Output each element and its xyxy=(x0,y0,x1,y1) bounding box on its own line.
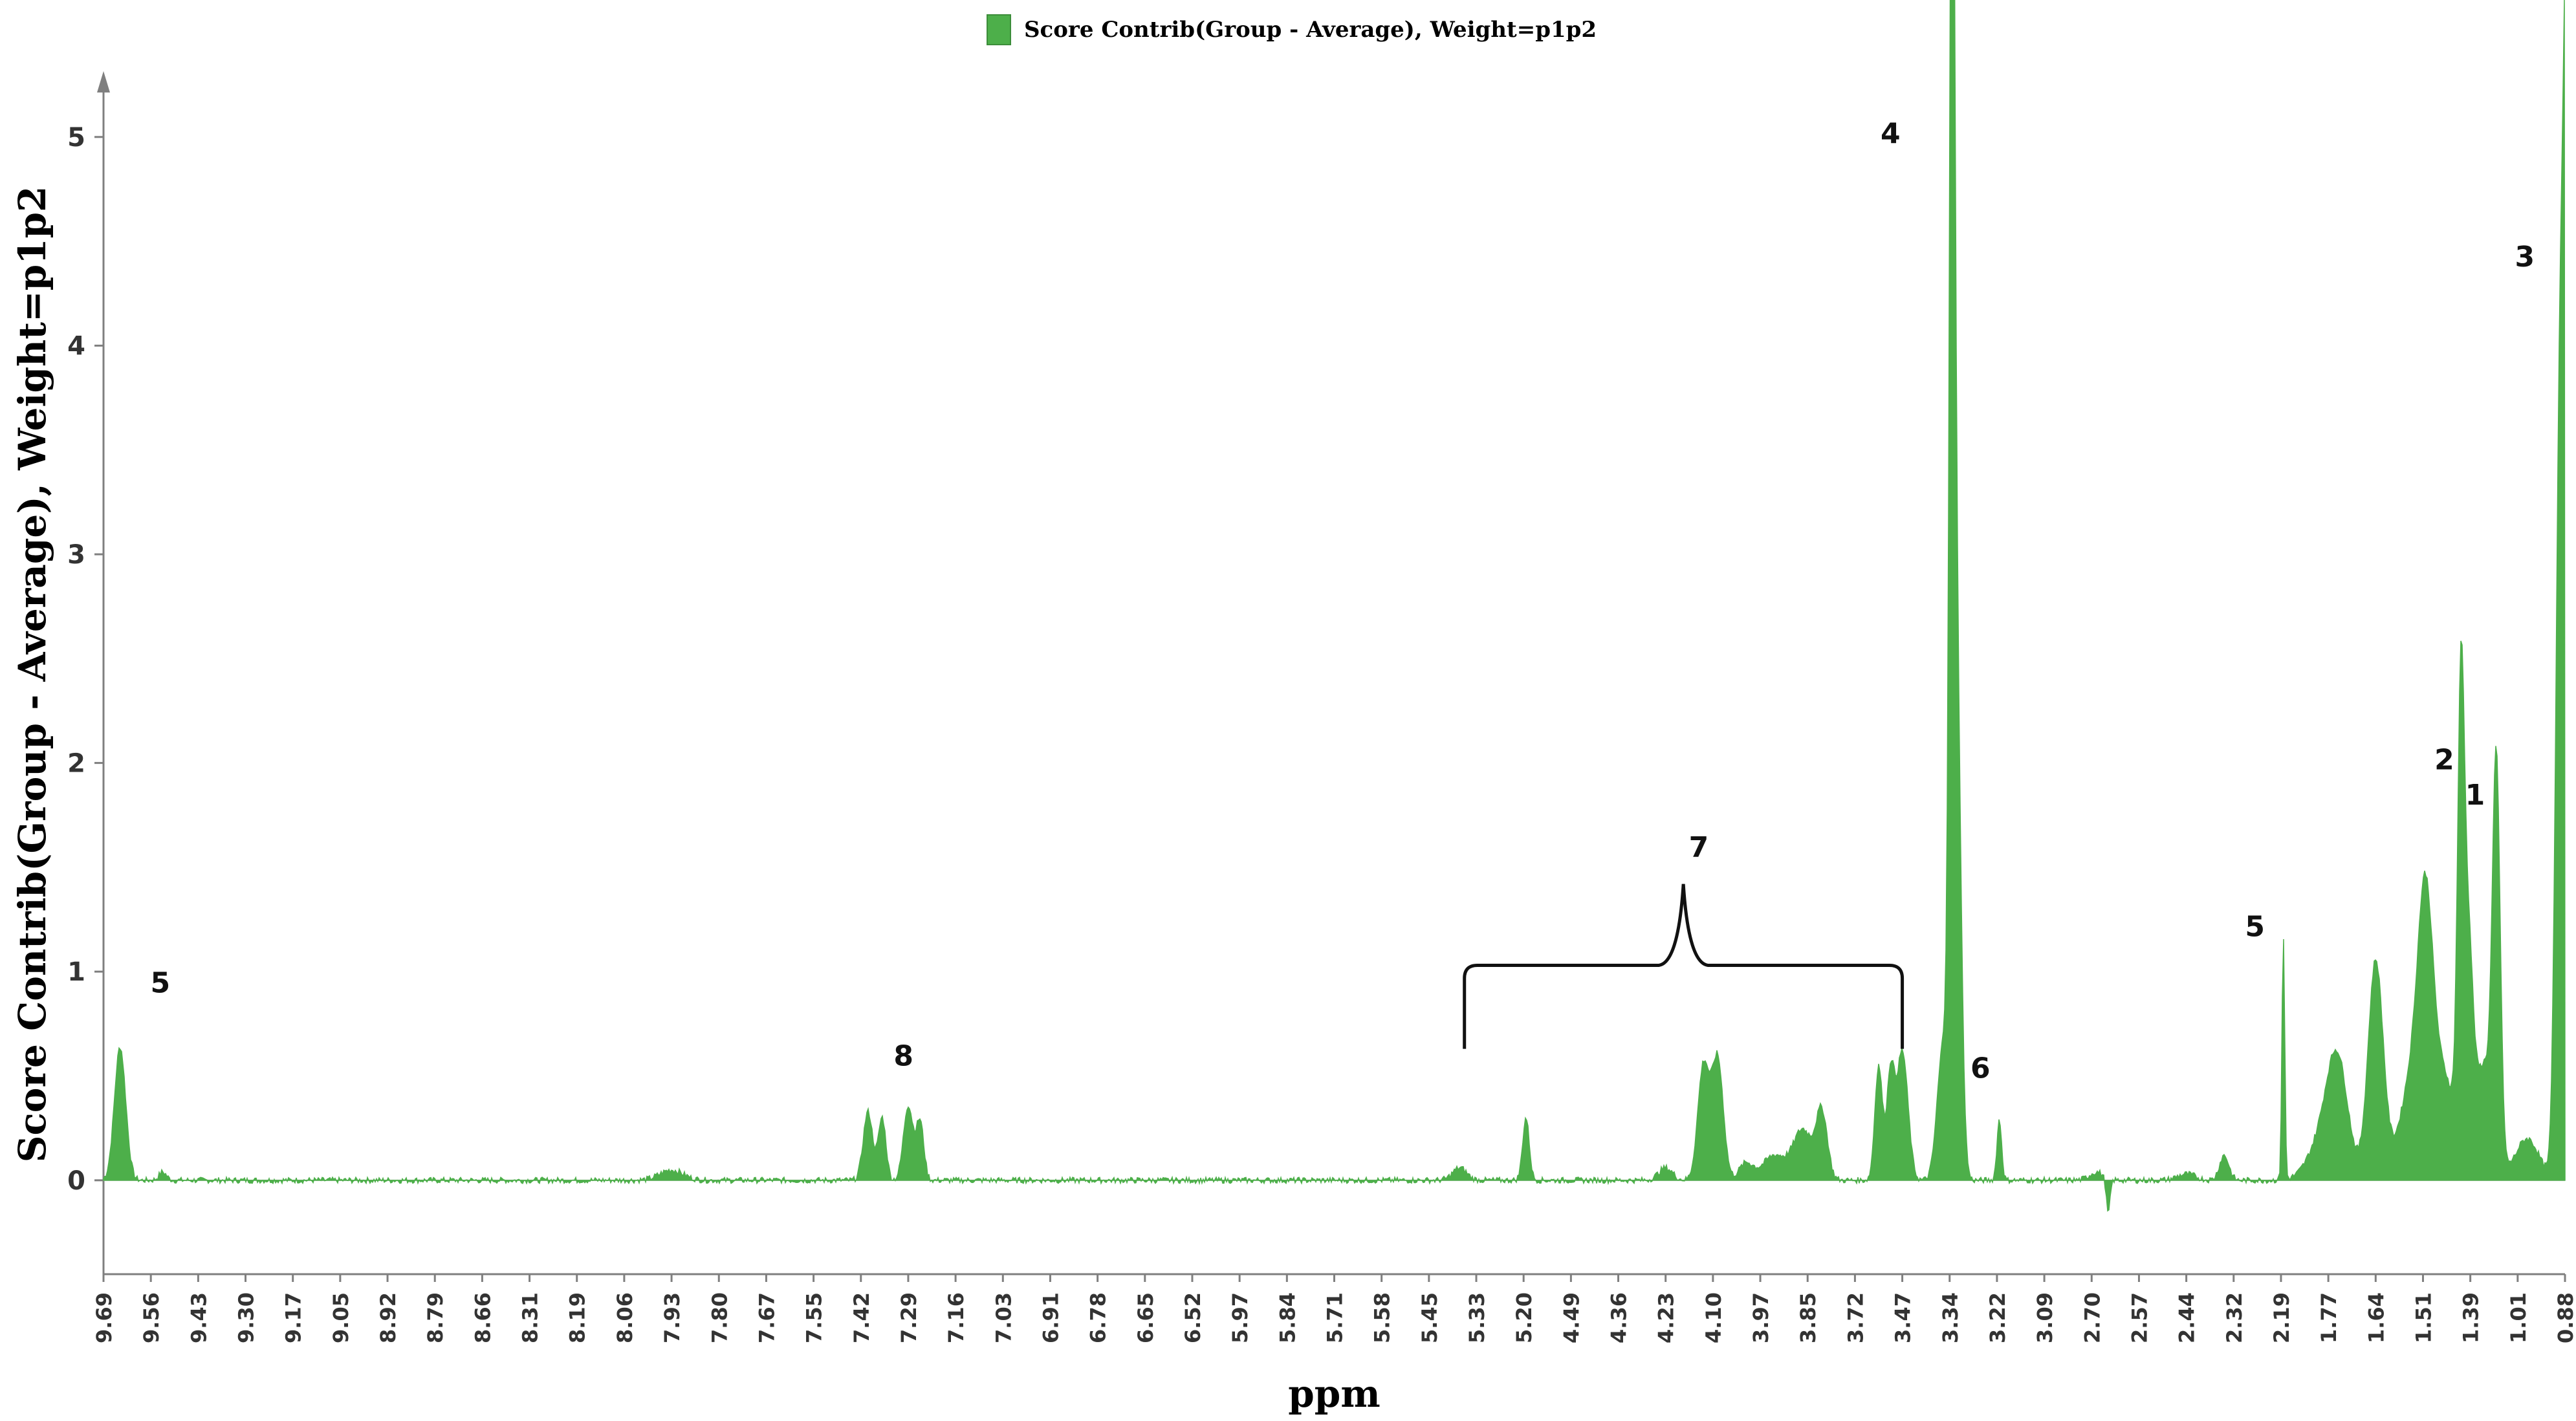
x-tick-label: 4.49 xyxy=(1559,1292,1584,1343)
y-tick-label: 4 xyxy=(67,331,85,361)
x-tick-label: 9.43 xyxy=(186,1292,211,1343)
x-tick-label: 0.88 xyxy=(2553,1292,2576,1343)
y-axis-arrow xyxy=(97,71,110,92)
peak-annotation: 2 xyxy=(2434,743,2454,776)
x-tick-label: 5.71 xyxy=(1323,1292,1348,1343)
peak-annotation: 8 xyxy=(893,1039,913,1072)
y-tick-label: 5 xyxy=(67,123,85,153)
x-tick-label: 7.93 xyxy=(660,1292,684,1343)
x-tick-label: 2.44 xyxy=(2175,1292,2199,1343)
x-tick-label: 4.23 xyxy=(1654,1292,1679,1343)
y-axis-title: Score Contrib(Group - Average), Weight=p… xyxy=(10,186,54,1163)
x-tick-label: 7.29 xyxy=(897,1292,921,1343)
x-tick-label: 1.39 xyxy=(2459,1292,2483,1343)
x-tick-label: 5.45 xyxy=(1417,1292,1442,1343)
x-tick-label: 8.31 xyxy=(518,1292,543,1343)
x-tick-label: 6.65 xyxy=(1133,1292,1158,1343)
y-tick-label: 1 xyxy=(67,957,85,987)
x-tick-label: 3.09 xyxy=(2033,1292,2057,1343)
y-tick-label: 3 xyxy=(67,540,85,570)
x-tick-label: 4.10 xyxy=(1701,1292,1726,1343)
x-tick-label: 1.51 xyxy=(2411,1292,2436,1343)
x-tick-label: 7.67 xyxy=(754,1292,779,1343)
peak-annotation: 6 xyxy=(1970,1052,1991,1085)
legend-label: Score Contrib(Group - Average), Weight=p… xyxy=(1024,17,1597,43)
x-tick-label: 6.52 xyxy=(1181,1292,1205,1343)
peak-annotation: 5 xyxy=(2245,910,2265,943)
x-tick-label: 8.66 xyxy=(470,1292,495,1343)
x-tick-label: 9.17 xyxy=(281,1292,306,1343)
x-tick-label: 7.03 xyxy=(991,1292,1016,1343)
x-tick-label: 4.36 xyxy=(1607,1292,1632,1343)
x-tick-label: 8.79 xyxy=(423,1292,448,1343)
peak-annotation: 5 xyxy=(150,966,170,999)
x-axis-title: ppm xyxy=(1288,1372,1380,1416)
y-tick-label: 0 xyxy=(67,1166,85,1196)
x-tick-label: 2.32 xyxy=(2222,1292,2247,1343)
x-tick-label: 5.20 xyxy=(1512,1292,1536,1343)
x-tick-label: 1.01 xyxy=(2506,1292,2531,1343)
x-tick-label: 1.77 xyxy=(2317,1292,2341,1343)
x-tick-label: 5.84 xyxy=(1275,1292,1300,1343)
x-tick-label: 3.85 xyxy=(1796,1292,1820,1343)
x-tick-label: 7.55 xyxy=(802,1292,827,1343)
x-tick-label: 8.19 xyxy=(565,1292,590,1343)
x-tick-label: 7.42 xyxy=(849,1292,874,1343)
x-tick-label: 8.92 xyxy=(376,1292,400,1343)
x-tick-label: 5.58 xyxy=(1370,1292,1395,1343)
x-tick-label: 9.69 xyxy=(92,1292,116,1343)
x-tick-label: 5.97 xyxy=(1228,1292,1252,1343)
x-tick-label: 3.34 xyxy=(1938,1292,1963,1343)
x-tick-label: 6.91 xyxy=(1038,1292,1063,1343)
x-tick-label: 3.22 xyxy=(1985,1292,2010,1343)
peak-annotation: 3 xyxy=(2515,241,2535,274)
bracket-annotation xyxy=(1463,884,1905,1049)
peak-annotation: 4 xyxy=(1881,117,1901,150)
legend-swatch xyxy=(987,14,1011,45)
legend: Score Contrib(Group - Average), Weight=p… xyxy=(987,14,1597,45)
spectrum-series xyxy=(103,0,2566,1212)
x-tick-label: 3.97 xyxy=(1749,1292,1773,1343)
x-tick-label: 2.57 xyxy=(2127,1292,2152,1343)
x-tick-label: 9.56 xyxy=(139,1292,164,1343)
x-tick-label: 9.30 xyxy=(234,1292,259,1343)
x-tick-label: 8.06 xyxy=(613,1292,637,1343)
x-tick-label: 7.80 xyxy=(707,1292,732,1343)
x-tick-label: 3.72 xyxy=(1843,1292,1868,1343)
peak-annotation: 1 xyxy=(2465,779,2485,812)
y-tick-label: 2 xyxy=(67,749,85,779)
x-tick-label: 2.19 xyxy=(2269,1292,2294,1343)
x-tick-label: 6.78 xyxy=(1086,1292,1111,1343)
x-tick-label: 9.05 xyxy=(329,1292,353,1343)
x-tick-label: 5.33 xyxy=(1465,1292,1489,1343)
x-tick-label: 1.64 xyxy=(2364,1292,2388,1343)
peak-annotation: 7 xyxy=(1689,831,1709,864)
x-tick-label: 2.70 xyxy=(2080,1292,2104,1343)
x-tick-label: 3.47 xyxy=(1891,1292,1916,1343)
x-tick-label: 7.16 xyxy=(944,1292,968,1343)
